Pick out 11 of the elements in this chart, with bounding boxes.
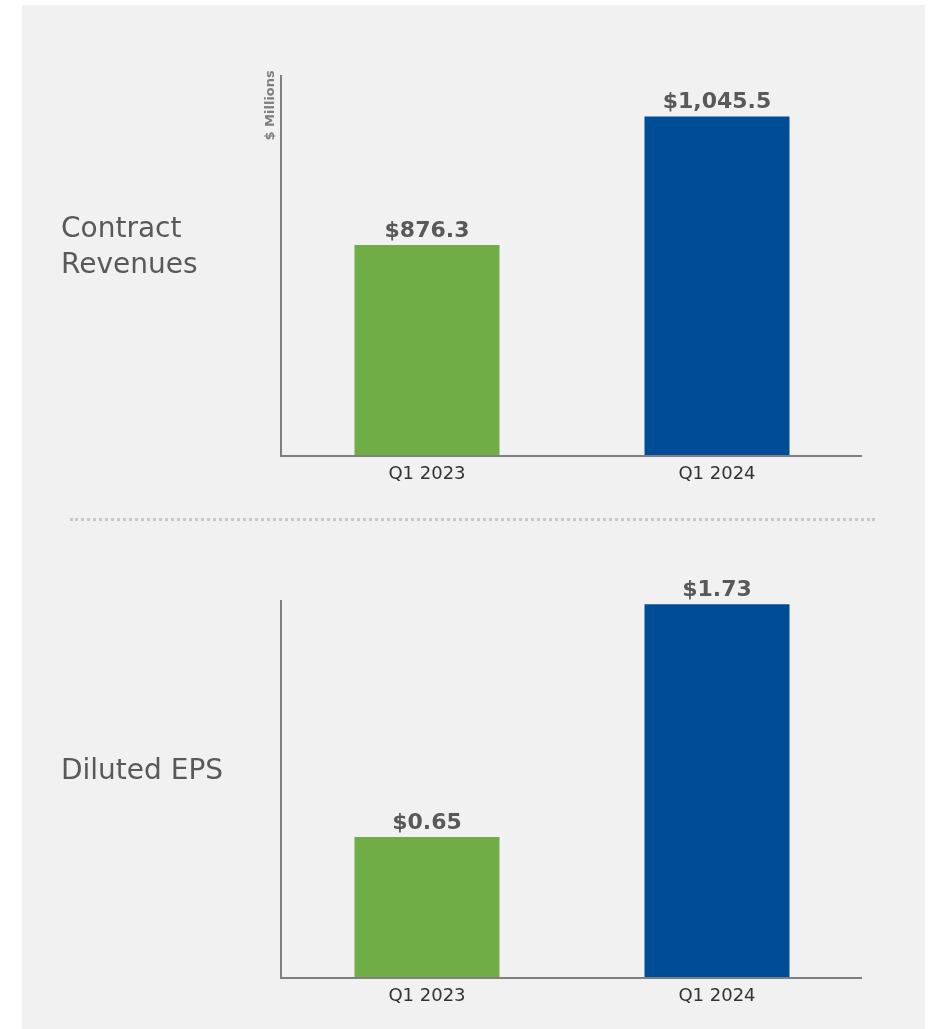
data-label: $876.3: [384, 217, 470, 243]
x-tick-label: Q1 2024: [678, 983, 756, 1005]
x-tick-label: Q1 2023: [388, 461, 466, 483]
y-axis-title: $ Millions: [261, 69, 277, 141]
data-label: $1.73: [682, 576, 752, 602]
data-label: $1,045.5: [662, 88, 772, 114]
text: Contract Revenues: [61, 211, 198, 281]
x-tick-label: Q1 2023: [388, 983, 466, 1005]
data-label: $0.65: [392, 808, 462, 834]
text: Diluted EPS: [61, 753, 224, 786]
x-tick-label: Q1 2024: [678, 461, 756, 483]
